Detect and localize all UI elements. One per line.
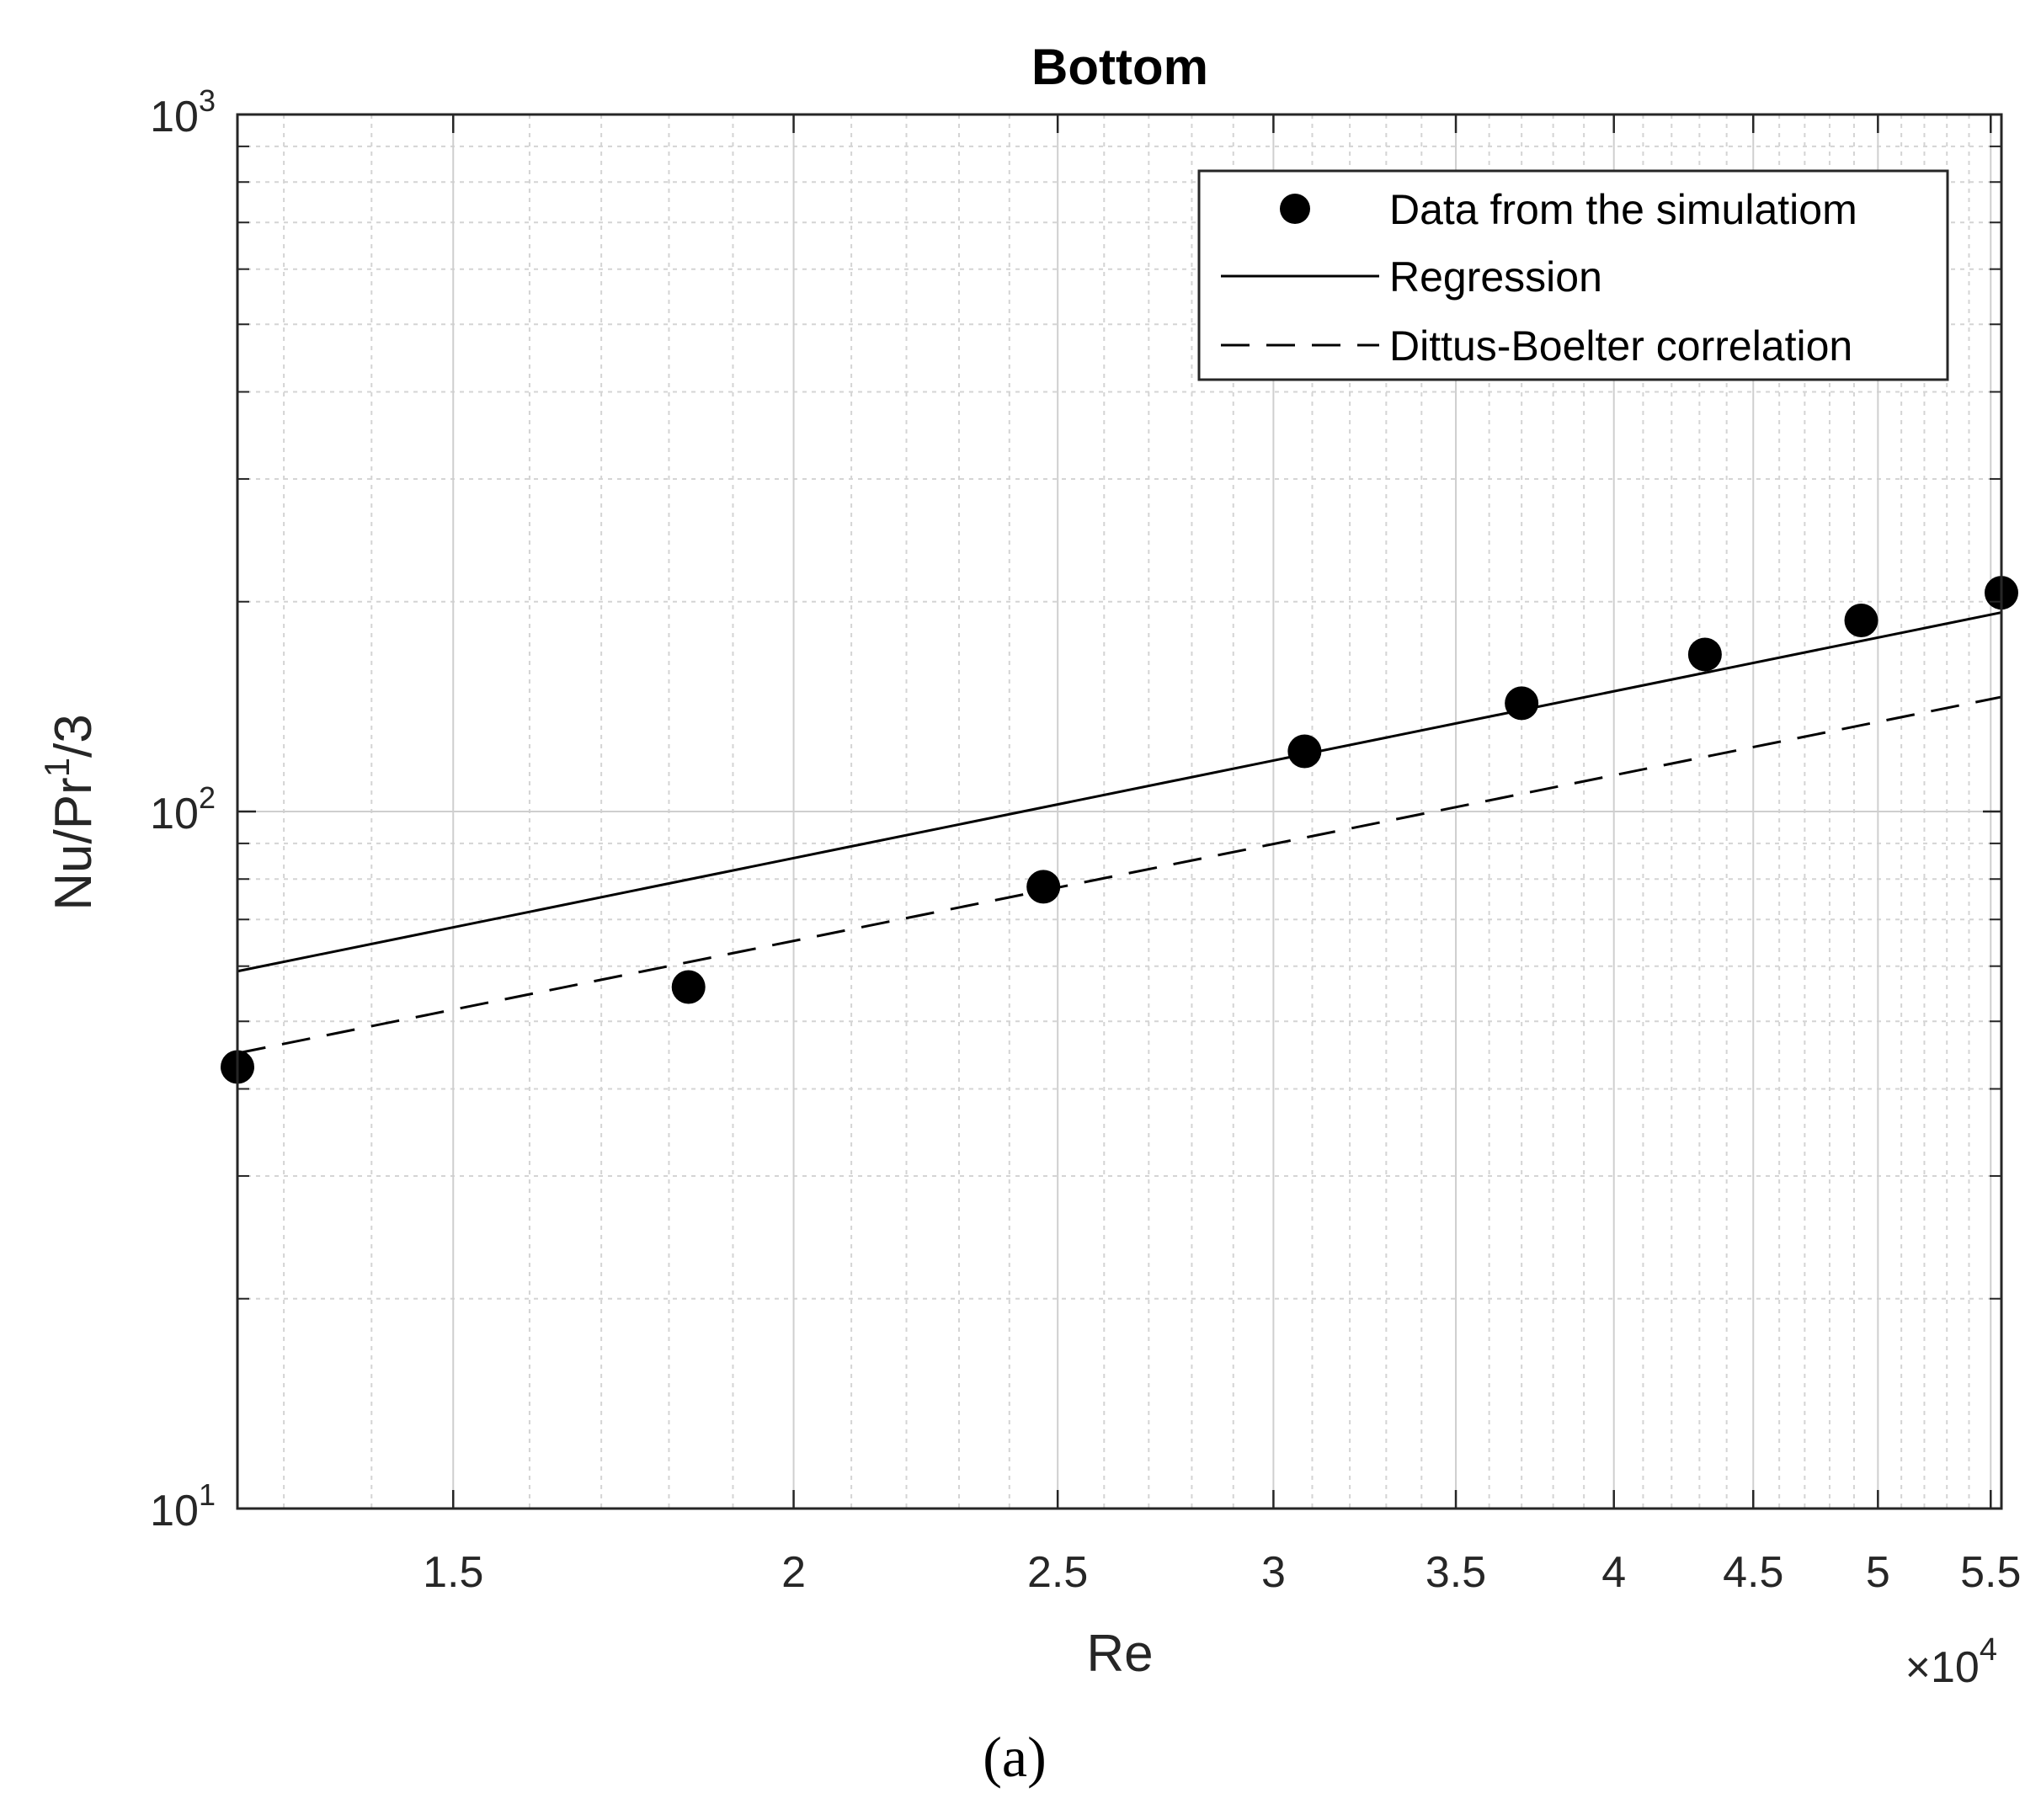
series-markers — [221, 576, 2018, 1084]
data-point — [1844, 603, 1878, 637]
y-tick-exponent: 3 — [199, 83, 216, 118]
y-tick-label: 102 — [150, 780, 216, 838]
legend-label-regression: Regression — [1389, 253, 1602, 301]
axis-ticks — [237, 113, 2001, 1510]
y-tick-exponent: 2 — [199, 780, 216, 815]
x-tick-labels: 1.5 2 2.5 3 3.5 4 4.5 5 5.5 — [423, 1548, 2021, 1597]
y-tick-base: 10 — [150, 790, 199, 838]
data-point — [1505, 686, 1539, 721]
data-point — [1026, 870, 1061, 904]
x-tick-label: 2.5 — [1027, 1548, 1088, 1597]
chart-title: Bottom — [1031, 39, 1208, 95]
x-axis-label: Re — [1086, 1625, 1153, 1683]
series-lines — [237, 611, 2002, 1055]
legend: Data from the simulatiom Regression Ditt… — [1197, 169, 1949, 381]
figure-caption: (a) — [983, 1725, 1046, 1789]
y-tick-exponent: 1 — [199, 1477, 216, 1512]
y-tick-label: 101 — [150, 1477, 216, 1535]
x-tick-label: 4 — [1601, 1548, 1626, 1597]
data-point — [1287, 734, 1322, 769]
data-point — [671, 970, 706, 1004]
x-multiplier-base: ×10 — [1905, 1643, 1980, 1692]
x-tick-label: 5.5 — [1960, 1548, 2021, 1597]
x-multiplier-exponent: 4 — [1980, 1632, 1997, 1668]
y-tick-base: 10 — [150, 1487, 199, 1535]
data-point — [1687, 637, 1722, 672]
legend-label-dittus: Dittus-Boelter correlation — [1389, 322, 1852, 370]
x-tick-label: 3.5 — [1425, 1548, 1486, 1597]
y-label-superscript: 1 — [37, 758, 77, 777]
dittus-boelter-line — [237, 695, 2002, 1055]
x-axis-multiplier: ×104 — [1905, 1632, 1997, 1692]
x-tick-label: 4.5 — [1723, 1548, 1783, 1597]
x-tick-label: 1.5 — [423, 1548, 483, 1597]
y-tick-label: 103 — [150, 83, 216, 141]
x-tick-label: 2 — [781, 1548, 806, 1597]
legend-marker-simulation — [1280, 194, 1310, 224]
legend-label-simulation: Data from the simulatiom — [1389, 186, 1857, 233]
x-tick-label: 5 — [1866, 1548, 1890, 1597]
y-tick-base: 10 — [150, 93, 199, 141]
regression-line — [237, 611, 2002, 973]
y-axis-label: Nu/Pr1/3 — [37, 714, 103, 911]
y-label-tail: /3 — [45, 714, 103, 758]
y-label-base: Nu/Pr — [45, 777, 103, 910]
x-tick-label: 3 — [1261, 1548, 1286, 1597]
